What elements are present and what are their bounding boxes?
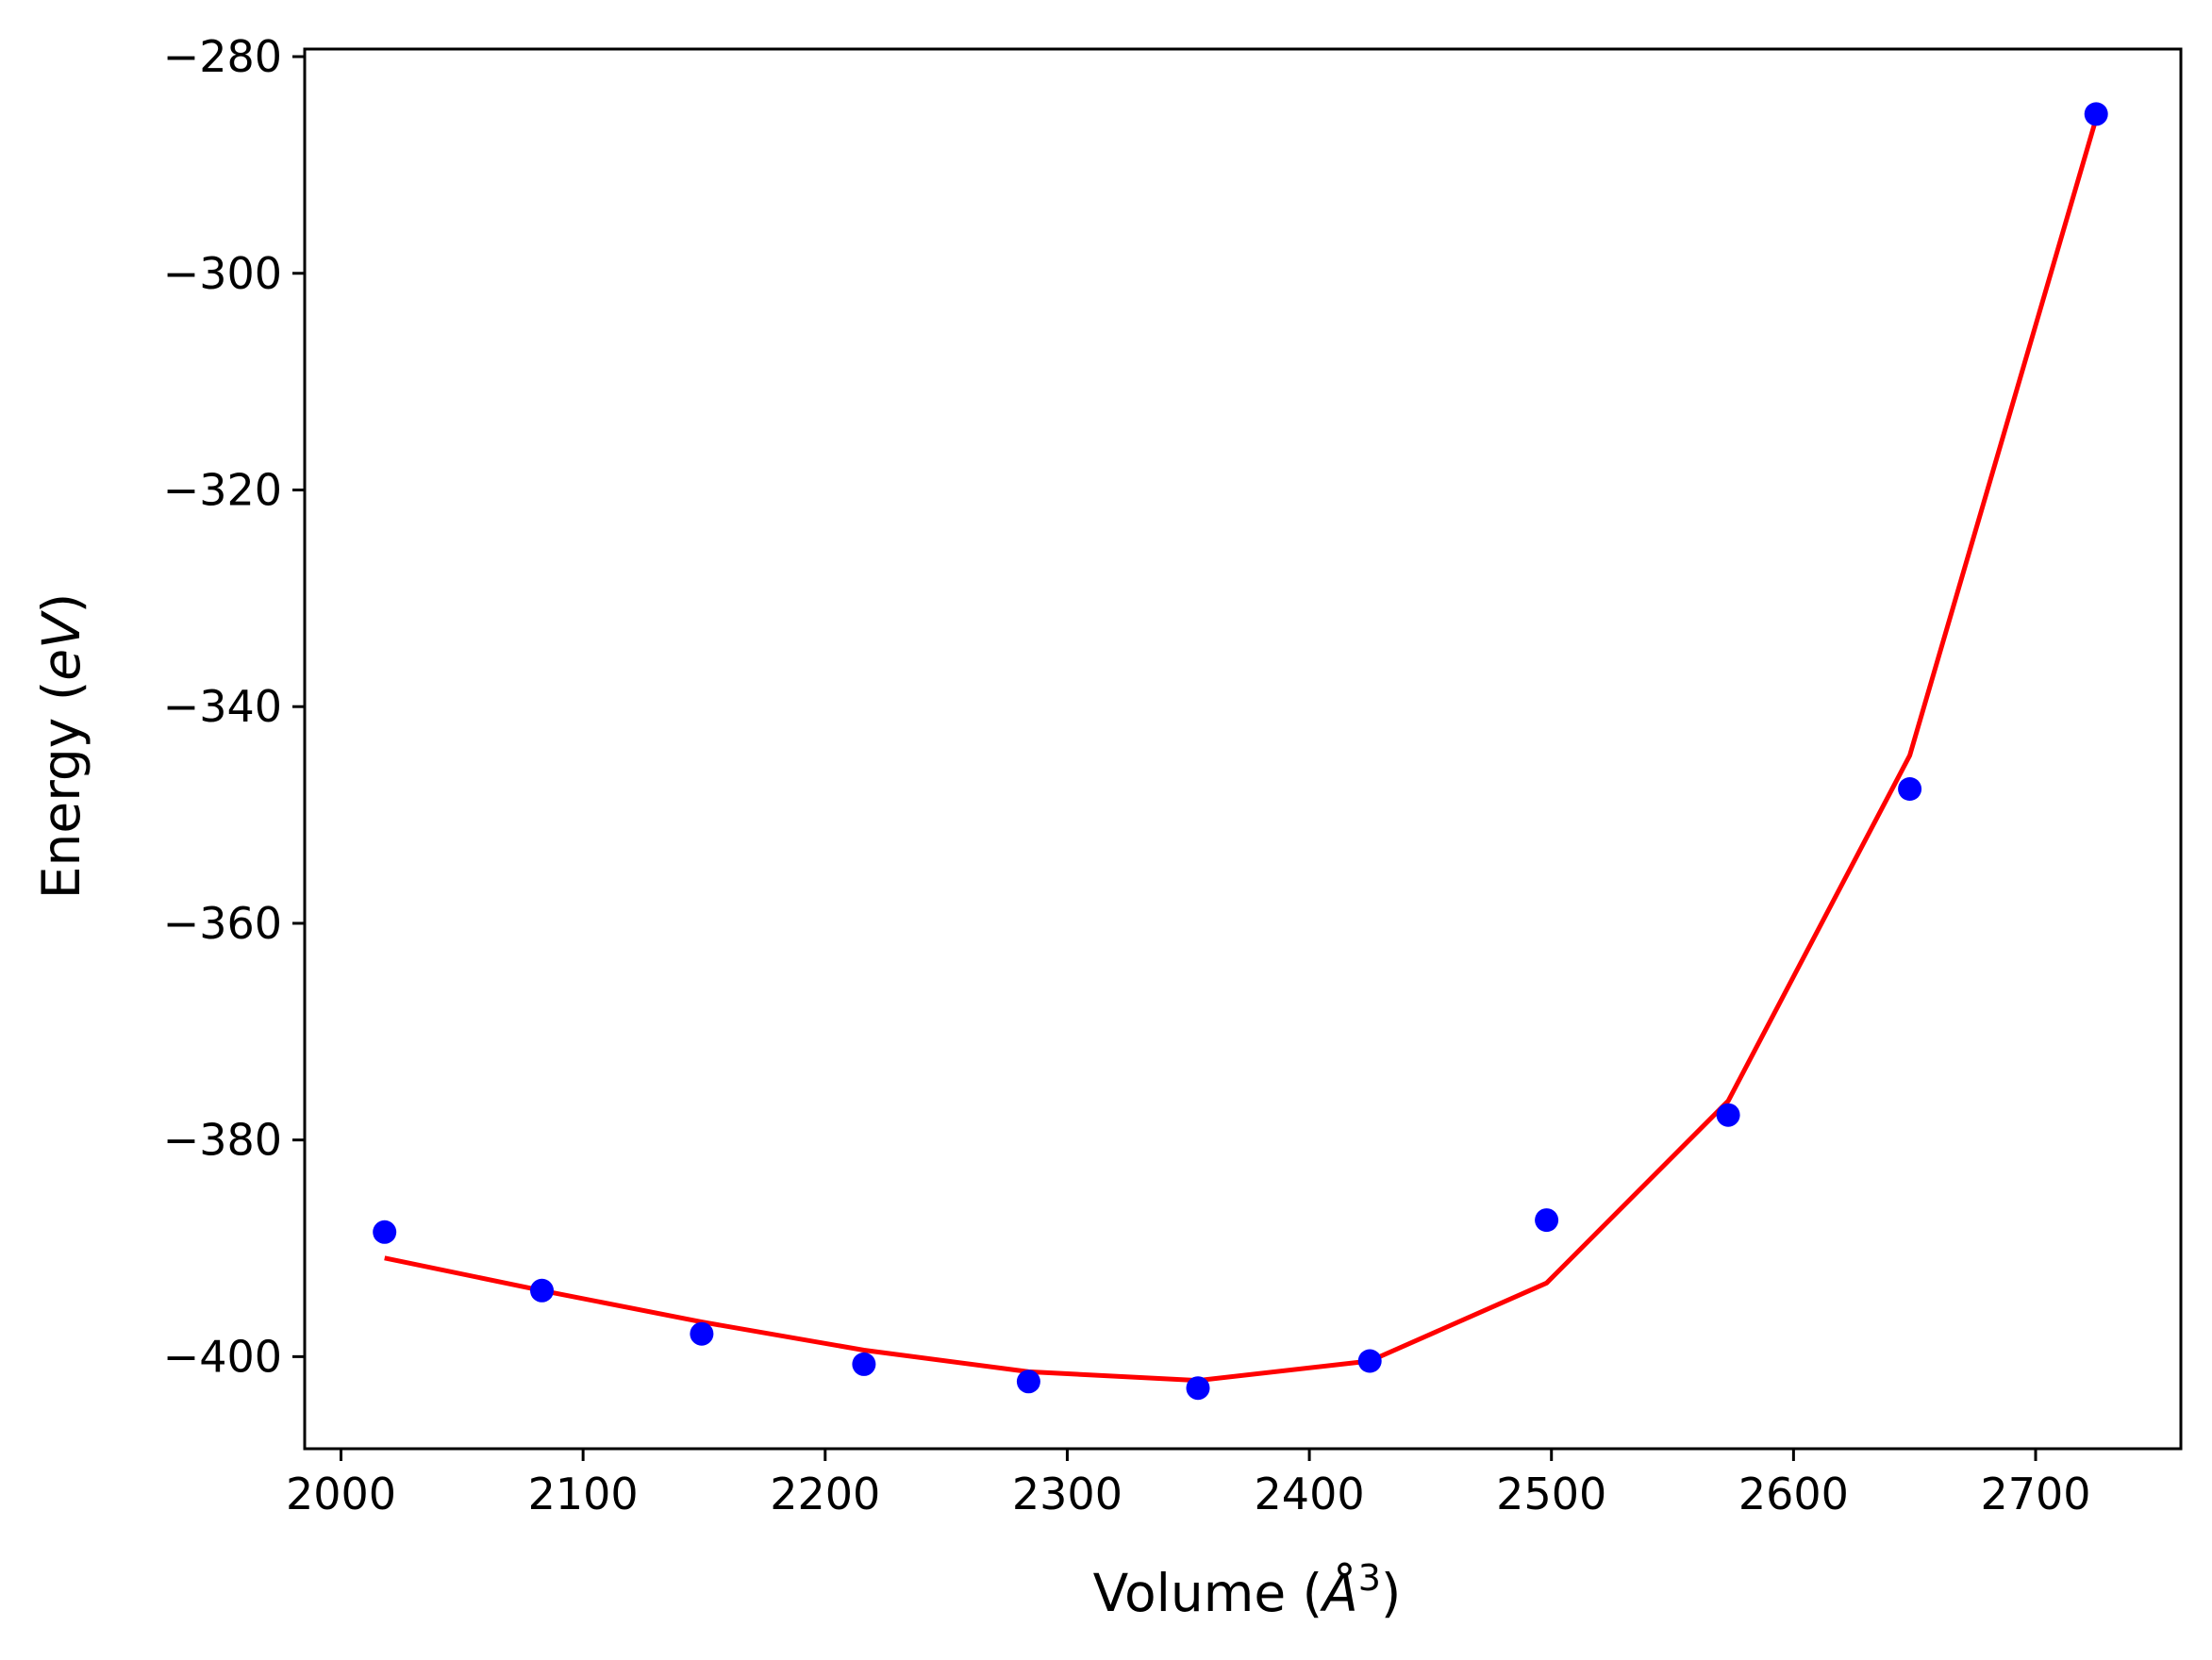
data-point <box>1716 1103 1740 1127</box>
data-point <box>1016 1370 1040 1394</box>
data-point <box>530 1278 554 1303</box>
data-point <box>2084 102 2108 126</box>
data-point <box>1898 777 1922 801</box>
data-point <box>1186 1376 1210 1401</box>
y-tick-label: −380 <box>163 1115 282 1166</box>
y-tick-label: −340 <box>163 681 282 732</box>
x-tick-label: 2500 <box>1496 1469 1606 1519</box>
y-tick-label: −320 <box>163 464 282 515</box>
data-point <box>1535 1208 1559 1233</box>
plot-area <box>303 47 2183 1451</box>
x-axis-label: Volume (Å3) <box>1093 1557 1402 1623</box>
y-axis-label: Energy (eV) <box>31 593 91 899</box>
plot-frame <box>303 47 2183 1451</box>
x-tick-label: 2200 <box>770 1469 880 1519</box>
y-tick-label: −400 <box>163 1331 282 1382</box>
data-point <box>373 1220 397 1244</box>
x-axis: 2000 2100 2200 2300 2400 2500 2600 2700 <box>286 1449 2091 1519</box>
data-point <box>852 1352 876 1376</box>
x-tick-label: 2100 <box>528 1469 639 1519</box>
y-tick-label: −300 <box>163 248 282 299</box>
y-tick-label: −360 <box>163 898 282 949</box>
x-tick-label: 2700 <box>1980 1469 2090 1519</box>
data-point <box>690 1321 714 1346</box>
x-tick-label: 2000 <box>286 1469 396 1519</box>
data-point <box>1357 1349 1382 1373</box>
x-tick-label: 2300 <box>1012 1469 1123 1519</box>
x-tick-label: 2600 <box>1738 1469 1849 1519</box>
x-tick-label: 2400 <box>1255 1469 1365 1519</box>
y-axis: −280 −300 −320 −340 −360 −380 −400 <box>163 31 305 1382</box>
y-tick-label: −280 <box>163 31 282 82</box>
